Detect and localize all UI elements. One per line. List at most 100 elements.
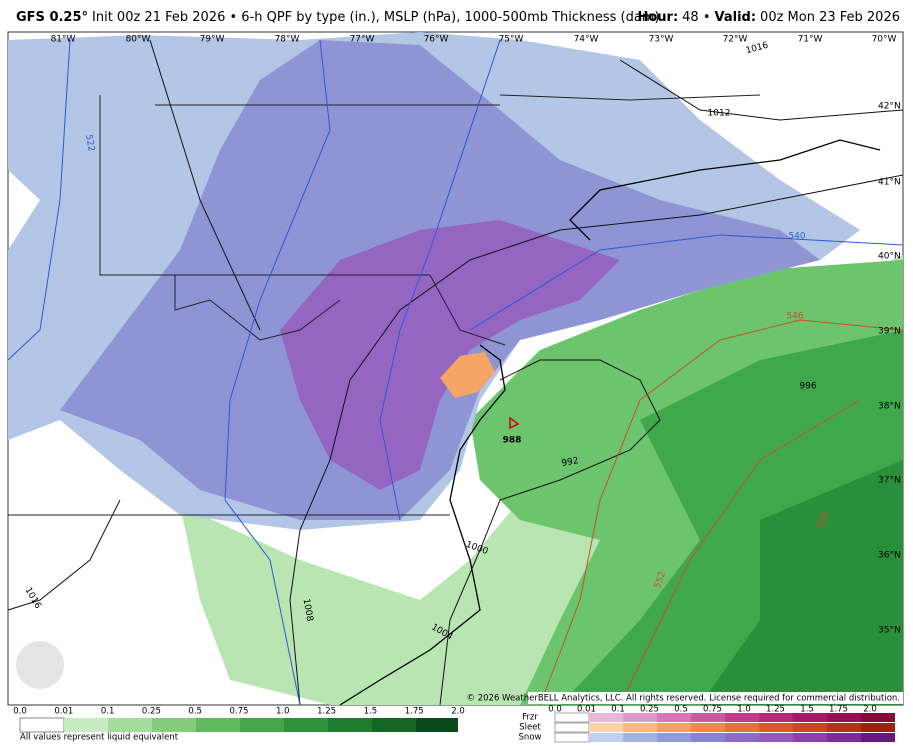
thickness-line (539, 319, 904, 706)
copyright-bg (528, 692, 903, 704)
latitude-label: 41°N (878, 178, 901, 188)
longitude-label: 70°W (872, 35, 897, 45)
mix-swatch (657, 733, 691, 742)
mix-swatch (623, 713, 657, 722)
longitude-label: 72°W (723, 35, 748, 45)
rain-tick-label: 0.1 (101, 707, 115, 717)
header-part: 48 • (682, 10, 710, 25)
rain-tick-label: 0.25 (142, 707, 161, 717)
type-label: Frzr (522, 713, 538, 723)
header-part: 00z Mon 23 Feb 2026 (760, 10, 900, 25)
rain-tick-label: 2.0 (451, 707, 465, 717)
mix-tick-label: 0.25 (640, 705, 659, 715)
legend-note: All values represent liquid equivalent (20, 733, 179, 743)
legend (19, 712, 895, 743)
swatch (152, 718, 196, 732)
latitude-label: 40°N (878, 252, 901, 262)
latitude-label: 37°N (878, 476, 901, 486)
swatch (196, 718, 240, 732)
thickness-line (379, 39, 904, 521)
mix-swatch (725, 713, 759, 722)
header-part: Init 00z 21 Feb 2026 • 6-h QPF by type (… (92, 10, 660, 25)
isobar (289, 174, 904, 706)
swatch (372, 718, 416, 732)
mix-tick-label: 1.0 (737, 705, 751, 715)
swatch (108, 718, 152, 732)
type-label: Sleet (519, 723, 541, 733)
mix-swatch (657, 713, 691, 722)
mix-swatch (793, 733, 827, 742)
swatch (240, 718, 284, 732)
mix-swatch (725, 733, 759, 742)
swatch (19, 717, 65, 733)
mix-swatch (589, 733, 623, 742)
isobar-label: 992 (561, 456, 580, 469)
mix-swatch (725, 723, 759, 732)
mix-swatch (793, 723, 827, 732)
header-left: GFS 0.25° Init 00z 21 Feb 2026 • 6-h QPF … (16, 10, 660, 25)
mix-swatch (861, 713, 895, 722)
longitude-label: 80°W (126, 35, 151, 45)
coastline (339, 139, 881, 706)
mix-tick-label: 0.01 (577, 705, 596, 715)
rain-tick-label: 1.75 (405, 707, 424, 717)
mix-swatch (589, 713, 623, 722)
longitude-label: 75°W (499, 35, 524, 45)
header-part: GFS 0.25° (16, 10, 88, 25)
thickness-label: 540 (788, 232, 805, 242)
swatch (284, 718, 328, 732)
map (7, 31, 904, 706)
mix-tick-label: 0.1 (611, 705, 625, 715)
rain-tick-label: 0.0 (13, 707, 27, 717)
thickness-label: 546 (786, 312, 803, 322)
swatch (416, 718, 458, 732)
mix-tick-label: 1.5 (800, 705, 814, 715)
header-part: Hour: (637, 10, 678, 25)
latitude-label: 36°N (878, 551, 901, 561)
heavy-snow (280, 220, 620, 490)
thickness-label: 522 (83, 134, 96, 153)
copyright: © 2026 WeatherBELL Analytics, LLC. All r… (467, 694, 900, 704)
rain-tick-label: 1.25 (317, 707, 336, 717)
mix-swatches (554, 712, 895, 743)
latitude-label: 39°N (878, 327, 901, 337)
isobar (439, 359, 661, 706)
mix-tick-label: 0.5 (674, 705, 688, 715)
longitude-label: 81°W (51, 35, 76, 45)
mix-swatch (759, 733, 793, 742)
longitude-label: 76°W (424, 35, 449, 45)
longitude-label: 77°W (350, 35, 375, 45)
longitude-label: 74°W (574, 35, 599, 45)
isobar-label: 1012 (708, 109, 731, 119)
mix-swatch (691, 733, 725, 742)
rain-tick-label: 1.5 (364, 707, 378, 717)
longitude-label: 71°W (798, 35, 823, 45)
latitude-label: 42°N (878, 102, 901, 112)
mix-swatch (691, 723, 725, 732)
type-label: Snow (519, 733, 542, 743)
rain-tick-label: 0.01 (54, 707, 73, 717)
mix-swatch (827, 723, 861, 732)
mix-swatch (861, 733, 895, 742)
rain-tick-label: 0.75 (230, 707, 249, 717)
mix-swatch (554, 722, 590, 733)
low-marker (509, 416, 520, 430)
mix-tick-label: 1.75 (829, 705, 848, 715)
mix-swatch (623, 733, 657, 742)
mix-swatch (691, 713, 725, 722)
latitude-label: 38°N (878, 402, 901, 412)
mix-swatch (554, 732, 590, 743)
heavier-rain (700, 460, 903, 705)
mix-swatch (759, 723, 793, 732)
mix-swatch (657, 723, 691, 732)
isobar-label: 1008 (301, 598, 315, 623)
mix-swatch (589, 723, 623, 732)
low-pressure-label: 988 (503, 436, 522, 446)
swatch (64, 718, 108, 732)
longitude-label: 73°W (649, 35, 674, 45)
longitude-label: 78°W (275, 35, 300, 45)
isobar (619, 59, 904, 121)
mix-swatch (623, 723, 657, 732)
mix-swatch (861, 723, 895, 732)
